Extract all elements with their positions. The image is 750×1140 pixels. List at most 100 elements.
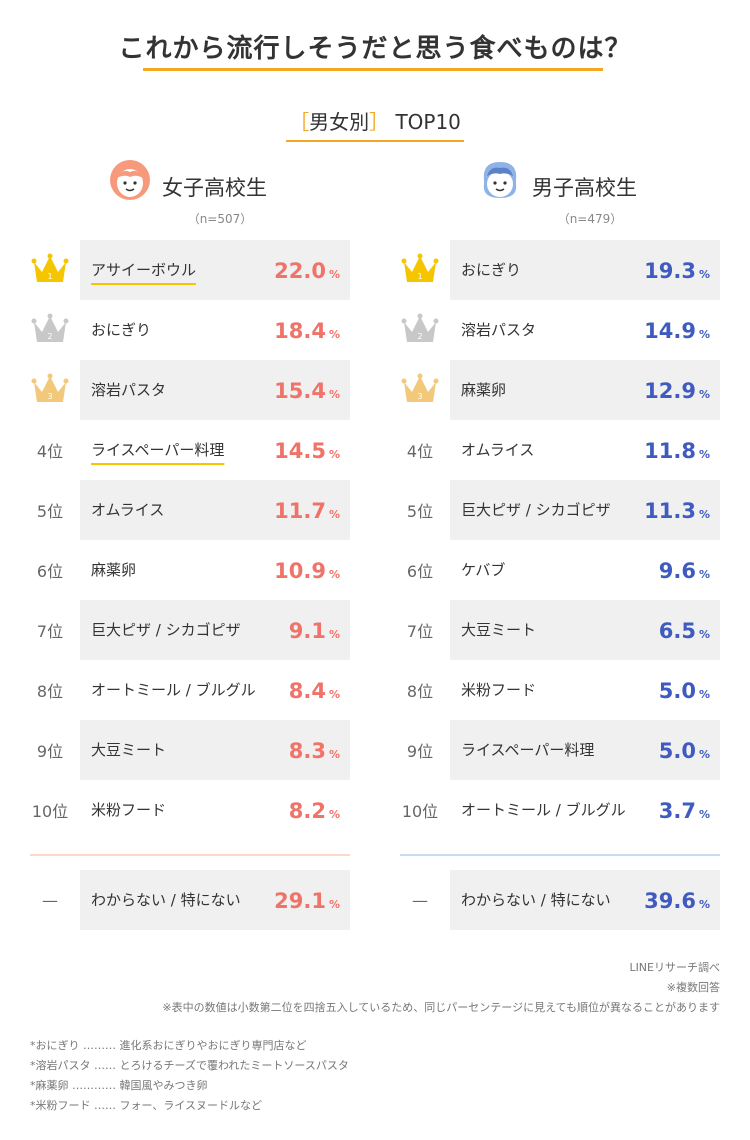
row-cell: オートミール / ブルグル 8.4% xyxy=(80,660,350,720)
silver-crown-icon: 2 xyxy=(31,313,69,342)
value-label: 5.0% xyxy=(659,720,710,780)
rank-label: 8位 xyxy=(36,682,64,701)
percent-sign: % xyxy=(328,268,340,281)
rank-cell: — xyxy=(390,870,450,930)
percent-sign: % xyxy=(698,898,710,911)
item-label: 巨大ピザ / シカゴピザ xyxy=(461,501,611,519)
rank-cell: 2 xyxy=(390,300,450,360)
note-lava-pasta: *溶岩パスタ …… とろけるチーズで覆われたミートソースパスタ xyxy=(30,1059,349,1072)
item-label: 麻薬卵 xyxy=(91,561,137,579)
rank-cell: 7位 xyxy=(390,600,450,660)
row-cell: わからない / 特にない 39.6% xyxy=(450,870,720,930)
table-row: 6位 麻薬卵 10.9% xyxy=(20,540,350,600)
rank-cell: 9位 xyxy=(390,720,450,780)
svg-text:1: 1 xyxy=(417,272,422,281)
bronze-crown-icon: 3 xyxy=(401,373,439,402)
note-onigiri: *おにぎり ……… 進化系おにぎりやおにぎり専門店など xyxy=(30,1039,307,1052)
item-label: ライスペーパー料理 xyxy=(91,441,225,459)
table-row: 3 麻薬卵 12.9% xyxy=(390,360,720,420)
value-number: 9.1 xyxy=(288,619,326,643)
bronze-crown-icon: 3 xyxy=(31,373,69,402)
rank-label: 7位 xyxy=(36,622,64,641)
value-label: 8.3% xyxy=(289,720,340,780)
subtitle-bracket-open: ［ xyxy=(289,110,310,134)
table-row: 4位 オムライス 11.8% xyxy=(390,420,720,480)
table-row: 9位 ライスペーパー料理 5.0% xyxy=(390,720,720,780)
row-cell: 大豆ミート 6.5% xyxy=(450,600,720,660)
rank-label: 6位 xyxy=(406,562,434,581)
item-label: 溶岩パスタ xyxy=(91,381,167,399)
svg-text:2: 2 xyxy=(47,332,52,341)
notes-left: *おにぎり ……… 進化系おにぎりやおにぎり専門店など *溶岩パスタ …… とろ… xyxy=(30,1036,349,1116)
rank-cell: 5位 xyxy=(20,480,80,540)
rank-label: 9位 xyxy=(36,742,64,761)
value-number: 22.0 xyxy=(274,259,326,283)
percent-sign: % xyxy=(328,388,340,401)
rank-cell: 1 xyxy=(390,240,450,300)
rank-cell: 3 xyxy=(390,360,450,420)
rank-cell: 8位 xyxy=(390,660,450,720)
item-label: 米粉フード xyxy=(91,801,167,819)
table-row: 7位 大豆ミート 6.5% xyxy=(390,600,720,660)
table-row-other: — わからない / 特にない 39.6% xyxy=(390,870,720,930)
value-label: 6.5% xyxy=(659,600,710,660)
value-label: 5.0% xyxy=(659,660,710,720)
female-group-header: 女子高校生 （n=507） xyxy=(20,158,350,238)
rank-cell: 3 xyxy=(20,360,80,420)
rank-cell: 4位 xyxy=(20,420,80,480)
item-label: オートミール / ブルグル xyxy=(91,681,256,699)
percent-sign: % xyxy=(328,748,340,761)
subtitle-underline xyxy=(286,140,464,142)
table-row-other: — わからない / 特にない 29.1% xyxy=(20,870,350,930)
table-row: 5位 巨大ピザ / シカゴピザ 11.3% xyxy=(390,480,720,540)
percent-sign: % xyxy=(328,328,340,341)
percent-sign: % xyxy=(328,568,340,581)
value-label: 8.2% xyxy=(289,780,340,840)
row-cell: 溶岩パスタ 15.4% xyxy=(80,360,350,420)
rank-cell: 10位 xyxy=(20,780,80,840)
item-label: 米粉フード xyxy=(461,681,537,699)
value-label: 12.9% xyxy=(644,360,710,420)
value-number: 11.7 xyxy=(274,499,326,523)
svg-text:1: 1 xyxy=(47,272,52,281)
rank-label: 6位 xyxy=(36,562,64,581)
percent-sign: % xyxy=(328,688,340,701)
row-cell: ライスペーパー料理 5.0% xyxy=(450,720,720,780)
row-cell: アサイーボウル 22.0% xyxy=(80,240,350,300)
gold-crown-icon: 1 xyxy=(31,253,69,282)
rank-cell: 1 xyxy=(20,240,80,300)
table-row: 1 アサイーボウル 22.0% xyxy=(20,240,350,300)
svg-text:2: 2 xyxy=(417,332,422,341)
rank-cell: 10位 xyxy=(390,780,450,840)
row-cell: オムライス 11.7% xyxy=(80,480,350,540)
row-cell: 巨大ピザ / シカゴピザ 9.1% xyxy=(80,600,350,660)
value-number: 11.3 xyxy=(644,499,696,523)
rank-cell: 6位 xyxy=(390,540,450,600)
rank-cell: 9位 xyxy=(20,720,80,780)
value-number: 29.1 xyxy=(274,889,326,913)
value-number: 39.6 xyxy=(644,889,696,913)
female-sample-size: （n=507） xyxy=(187,212,253,226)
item-label: オムライス xyxy=(91,501,165,519)
row-cell: ケバブ 9.6% xyxy=(450,540,720,600)
gold-crown-icon: 1 xyxy=(401,253,439,282)
value-label: 11.8% xyxy=(644,420,710,480)
item-label: 麻薬卵 xyxy=(461,381,507,399)
table-row: 4位 ライスペーパー料理 14.5% xyxy=(20,420,350,480)
item-label: ライスペーパー料理 xyxy=(461,741,595,759)
percent-sign: % xyxy=(698,388,710,401)
rank-label: 8位 xyxy=(406,682,434,701)
value-label: 3.7% xyxy=(659,780,710,840)
row-cell: 巨大ピザ / シカゴピザ 11.3% xyxy=(450,480,720,540)
table-row: 3 溶岩パスタ 15.4% xyxy=(20,360,350,420)
rank-label: 4位 xyxy=(36,442,64,461)
table-row: 8位 米粉フード 5.0% xyxy=(390,660,720,720)
table-row: 8位 オートミール / ブルグル 8.4% xyxy=(20,660,350,720)
value-number: 5.0 xyxy=(658,739,696,763)
note-rounding: ※表中の数値は小数第二位を四捨五入しているため、同じパーセンテージに見えても順位… xyxy=(162,1001,720,1014)
percent-sign: % xyxy=(698,448,710,461)
table-row: 2 おにぎり 18.4% xyxy=(20,300,350,360)
percent-sign: % xyxy=(698,508,710,521)
title-underline xyxy=(143,68,603,71)
table-row: 1 おにぎり 19.3% xyxy=(390,240,720,300)
